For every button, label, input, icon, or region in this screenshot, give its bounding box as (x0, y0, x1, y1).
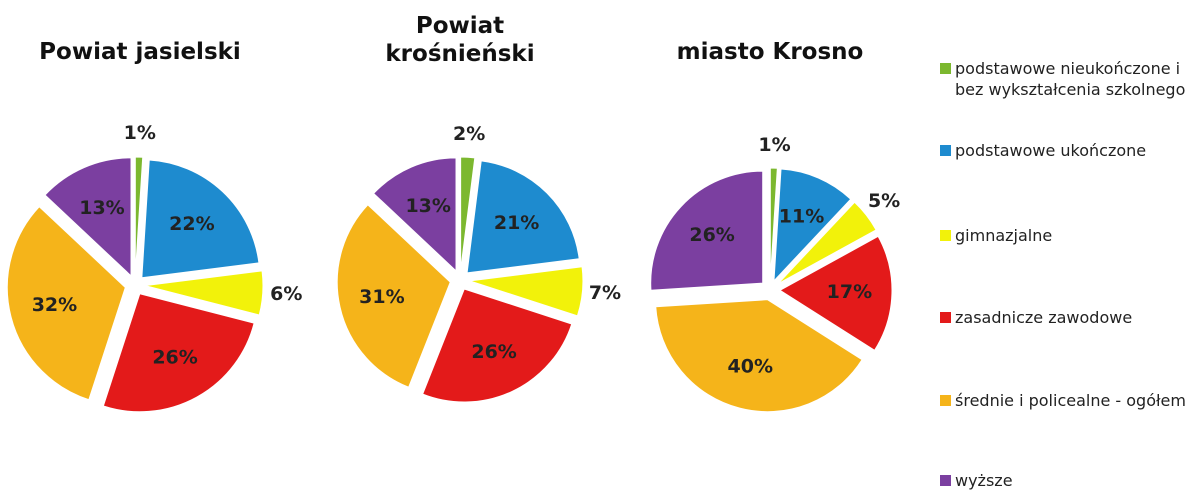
pie-title: miasto Krosno (676, 39, 864, 65)
data-label: 32% (32, 294, 77, 316)
pie-slice (655, 299, 863, 413)
pie-slice (650, 170, 764, 291)
data-label: 26% (152, 346, 197, 368)
pie-title: Powiat jasielski (39, 39, 241, 65)
legend-swatch (940, 230, 951, 241)
legend-item: podstawowe ukończone (940, 140, 1190, 161)
pie-slice (372, 157, 457, 272)
data-label: 26% (471, 341, 516, 363)
pie-slice (6, 206, 126, 401)
pie-slice (134, 156, 144, 276)
legend-label: średnie i policealne - ogółem (955, 391, 1186, 410)
legend-label: wyższe (955, 471, 1013, 490)
pie-slice (466, 160, 580, 274)
data-label: 21% (494, 212, 539, 234)
pie-slice (336, 204, 451, 388)
pie-slice (779, 235, 893, 352)
data-label: 40% (728, 355, 773, 377)
pie-slice (769, 167, 778, 281)
legend-item: gimnazjalne (940, 225, 1190, 246)
data-label: 11% (779, 206, 824, 228)
legend-label: zasadnicze zawodowe (955, 308, 1133, 327)
legend-swatch (940, 312, 951, 323)
pie-slice (773, 168, 852, 283)
legend-item: zasadnicze zawodowe (940, 307, 1190, 328)
pie-slice (469, 266, 584, 317)
legend-swatch (940, 63, 951, 74)
data-label: 5% (868, 190, 900, 212)
pie-slice (422, 288, 573, 403)
pie-slice (460, 156, 476, 271)
pie-slice (141, 159, 260, 279)
pie-slice (777, 201, 877, 285)
pie-slice (102, 293, 255, 413)
data-label: 1% (758, 134, 790, 156)
legend-label: podstawowe nieukończone i bez wykształce… (955, 59, 1186, 99)
legend-swatch (940, 145, 951, 156)
legend-swatch (940, 475, 951, 486)
data-label: 13% (405, 195, 450, 217)
pie-slice (144, 270, 264, 316)
legend-item: wyższe (940, 470, 1190, 491)
data-label: 26% (689, 224, 734, 246)
legend-item: średnie i policealne - ogółem (940, 390, 1190, 411)
data-label: 1% (124, 122, 156, 144)
data-label: 7% (589, 282, 621, 304)
legend-swatch (940, 395, 951, 406)
legend-label: gimnazjalne (955, 226, 1053, 245)
data-label: 17% (827, 281, 872, 303)
data-label: 31% (359, 286, 404, 308)
data-label: 22% (169, 213, 214, 235)
pie-slice (44, 157, 132, 277)
legend-label: podstawowe ukończone (955, 141, 1147, 160)
data-label: 2% (453, 123, 485, 145)
legend-item: podstawowe nieukończone i bez wykształce… (940, 58, 1190, 100)
pie-title: Powiat krośnieński (385, 13, 535, 67)
data-label: 6% (270, 283, 302, 305)
data-label: 13% (79, 197, 124, 219)
